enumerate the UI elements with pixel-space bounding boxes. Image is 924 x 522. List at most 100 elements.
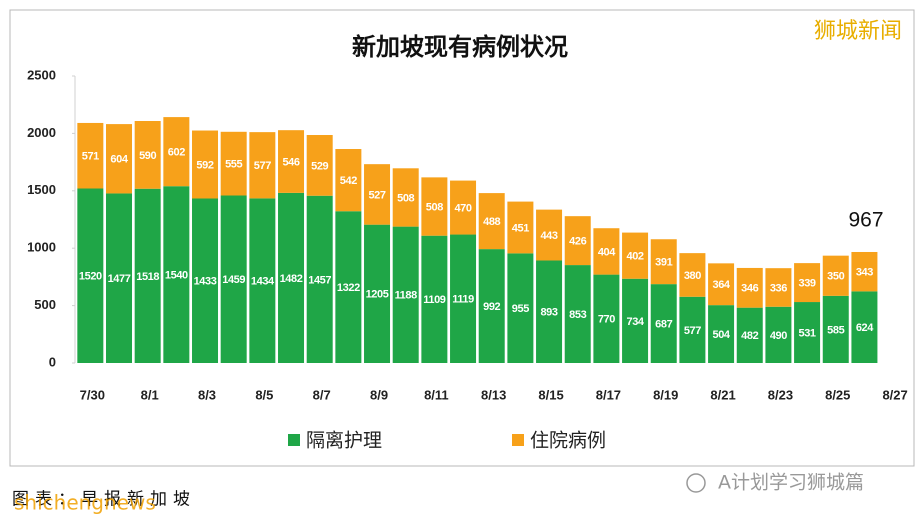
value-label: 508 [397, 192, 414, 204]
bar-segment [134, 188, 161, 363]
value-label: 1457 [308, 274, 331, 286]
bar-segment [507, 253, 534, 363]
value-label: 404 [598, 246, 616, 258]
bar-segment [765, 306, 792, 363]
value-label: 380 [684, 270, 701, 282]
x-tick-label: 7/30 [80, 387, 105, 402]
value-label: 604 [110, 154, 128, 166]
value-label: 508 [426, 201, 443, 213]
value-label: 853 [569, 309, 586, 321]
bar-segment [507, 201, 534, 254]
value-label: 529 [311, 160, 328, 172]
bar-segment [306, 135, 333, 196]
value-label: 1322 [337, 282, 360, 294]
bar-segment [708, 263, 735, 306]
bar-segment [335, 149, 362, 212]
x-tick-label: 8/19 [653, 387, 678, 402]
bar-segment [220, 195, 247, 363]
bar-segment [765, 268, 792, 307]
legend-swatch [288, 434, 300, 446]
bar-segment [364, 224, 391, 363]
source-overlay: shichengnews [14, 491, 156, 515]
bar-segment [650, 284, 677, 363]
bar-segment [392, 168, 419, 227]
value-label: 470 [454, 202, 471, 214]
bar-segment [564, 265, 591, 363]
bar-segment [536, 260, 563, 363]
value-label: 391 [655, 257, 672, 269]
y-tick-label: 2000 [27, 125, 56, 140]
value-label: 402 [626, 251, 643, 263]
value-label: 1540 [165, 270, 188, 282]
value-label: 992 [483, 301, 500, 313]
bar-segment [306, 195, 333, 363]
value-label: 490 [770, 330, 787, 342]
value-label: 336 [770, 282, 787, 294]
value-label: 350 [827, 271, 844, 283]
bar-segment [192, 130, 219, 199]
bar-segment [593, 274, 620, 363]
value-label: 1459 [222, 274, 245, 286]
bar-segment [163, 117, 190, 187]
value-label: 1205 [366, 289, 389, 301]
legend-label: 隔离护理 [306, 430, 382, 452]
x-tick-label: 8/11 [424, 387, 449, 402]
annotation: 967 [848, 209, 883, 232]
bar-segment [622, 278, 649, 363]
bar-segment [278, 192, 305, 363]
value-label: 592 [196, 159, 213, 171]
bar-segment [421, 177, 448, 236]
y-tick-label: 2500 [27, 67, 56, 82]
x-tick-label: 8/17 [596, 387, 621, 402]
account-name: A计划学习狮城篇 [718, 472, 864, 494]
x-tick-label: 8/23 [768, 387, 793, 402]
value-label: 577 [254, 160, 271, 172]
y-tick-label: 1000 [27, 240, 56, 255]
bar-segment [650, 239, 677, 285]
value-label: 555 [225, 159, 242, 171]
bar-segment [736, 307, 763, 363]
value-label: 770 [598, 314, 615, 326]
value-label: 893 [540, 307, 557, 319]
bar-segment [249, 132, 276, 199]
x-tick-label: 8/27 [882, 387, 907, 402]
bar-segment [478, 193, 505, 250]
legend-swatch [512, 434, 524, 446]
bar-segment [278, 130, 305, 193]
value-label: 364 [712, 279, 730, 291]
value-label: 1109 [423, 294, 446, 306]
bar-segment [192, 198, 219, 363]
x-tick-label: 8/21 [710, 387, 735, 402]
value-label: 602 [168, 147, 185, 159]
x-tick-label: 8/7 [313, 387, 331, 402]
bar-segment [106, 124, 133, 194]
value-label: 624 [856, 322, 874, 334]
value-label: 546 [282, 156, 299, 168]
y-tick-label: 0 [49, 354, 56, 369]
value-label: 1477 [108, 273, 131, 285]
watermark: 狮城新闻 [814, 19, 902, 44]
value-label: 1434 [251, 276, 275, 288]
value-label: 488 [483, 216, 500, 228]
bar-segment [564, 216, 591, 266]
bar-segment [335, 211, 362, 363]
value-label: 1119 [452, 294, 474, 306]
value-label: 443 [540, 230, 557, 242]
bar-segment [478, 249, 505, 363]
x-tick-label: 8/3 [198, 387, 216, 402]
bar-segment [77, 122, 104, 189]
value-label: 1188 [395, 290, 418, 302]
value-label: 1433 [194, 276, 217, 288]
value-label: 531 [799, 327, 816, 339]
x-tick-label: 8/25 [825, 387, 850, 402]
value-label: 426 [569, 236, 586, 248]
value-label: 504 [712, 329, 730, 341]
bar-segment [736, 267, 763, 308]
value-label: 590 [139, 150, 156, 162]
bar-segment [708, 305, 735, 363]
y-tick-label: 1500 [27, 182, 56, 197]
bar-segment [249, 198, 276, 363]
value-label: 1518 [136, 271, 159, 283]
bar-segment [364, 164, 391, 225]
value-label: 571 [82, 151, 99, 163]
